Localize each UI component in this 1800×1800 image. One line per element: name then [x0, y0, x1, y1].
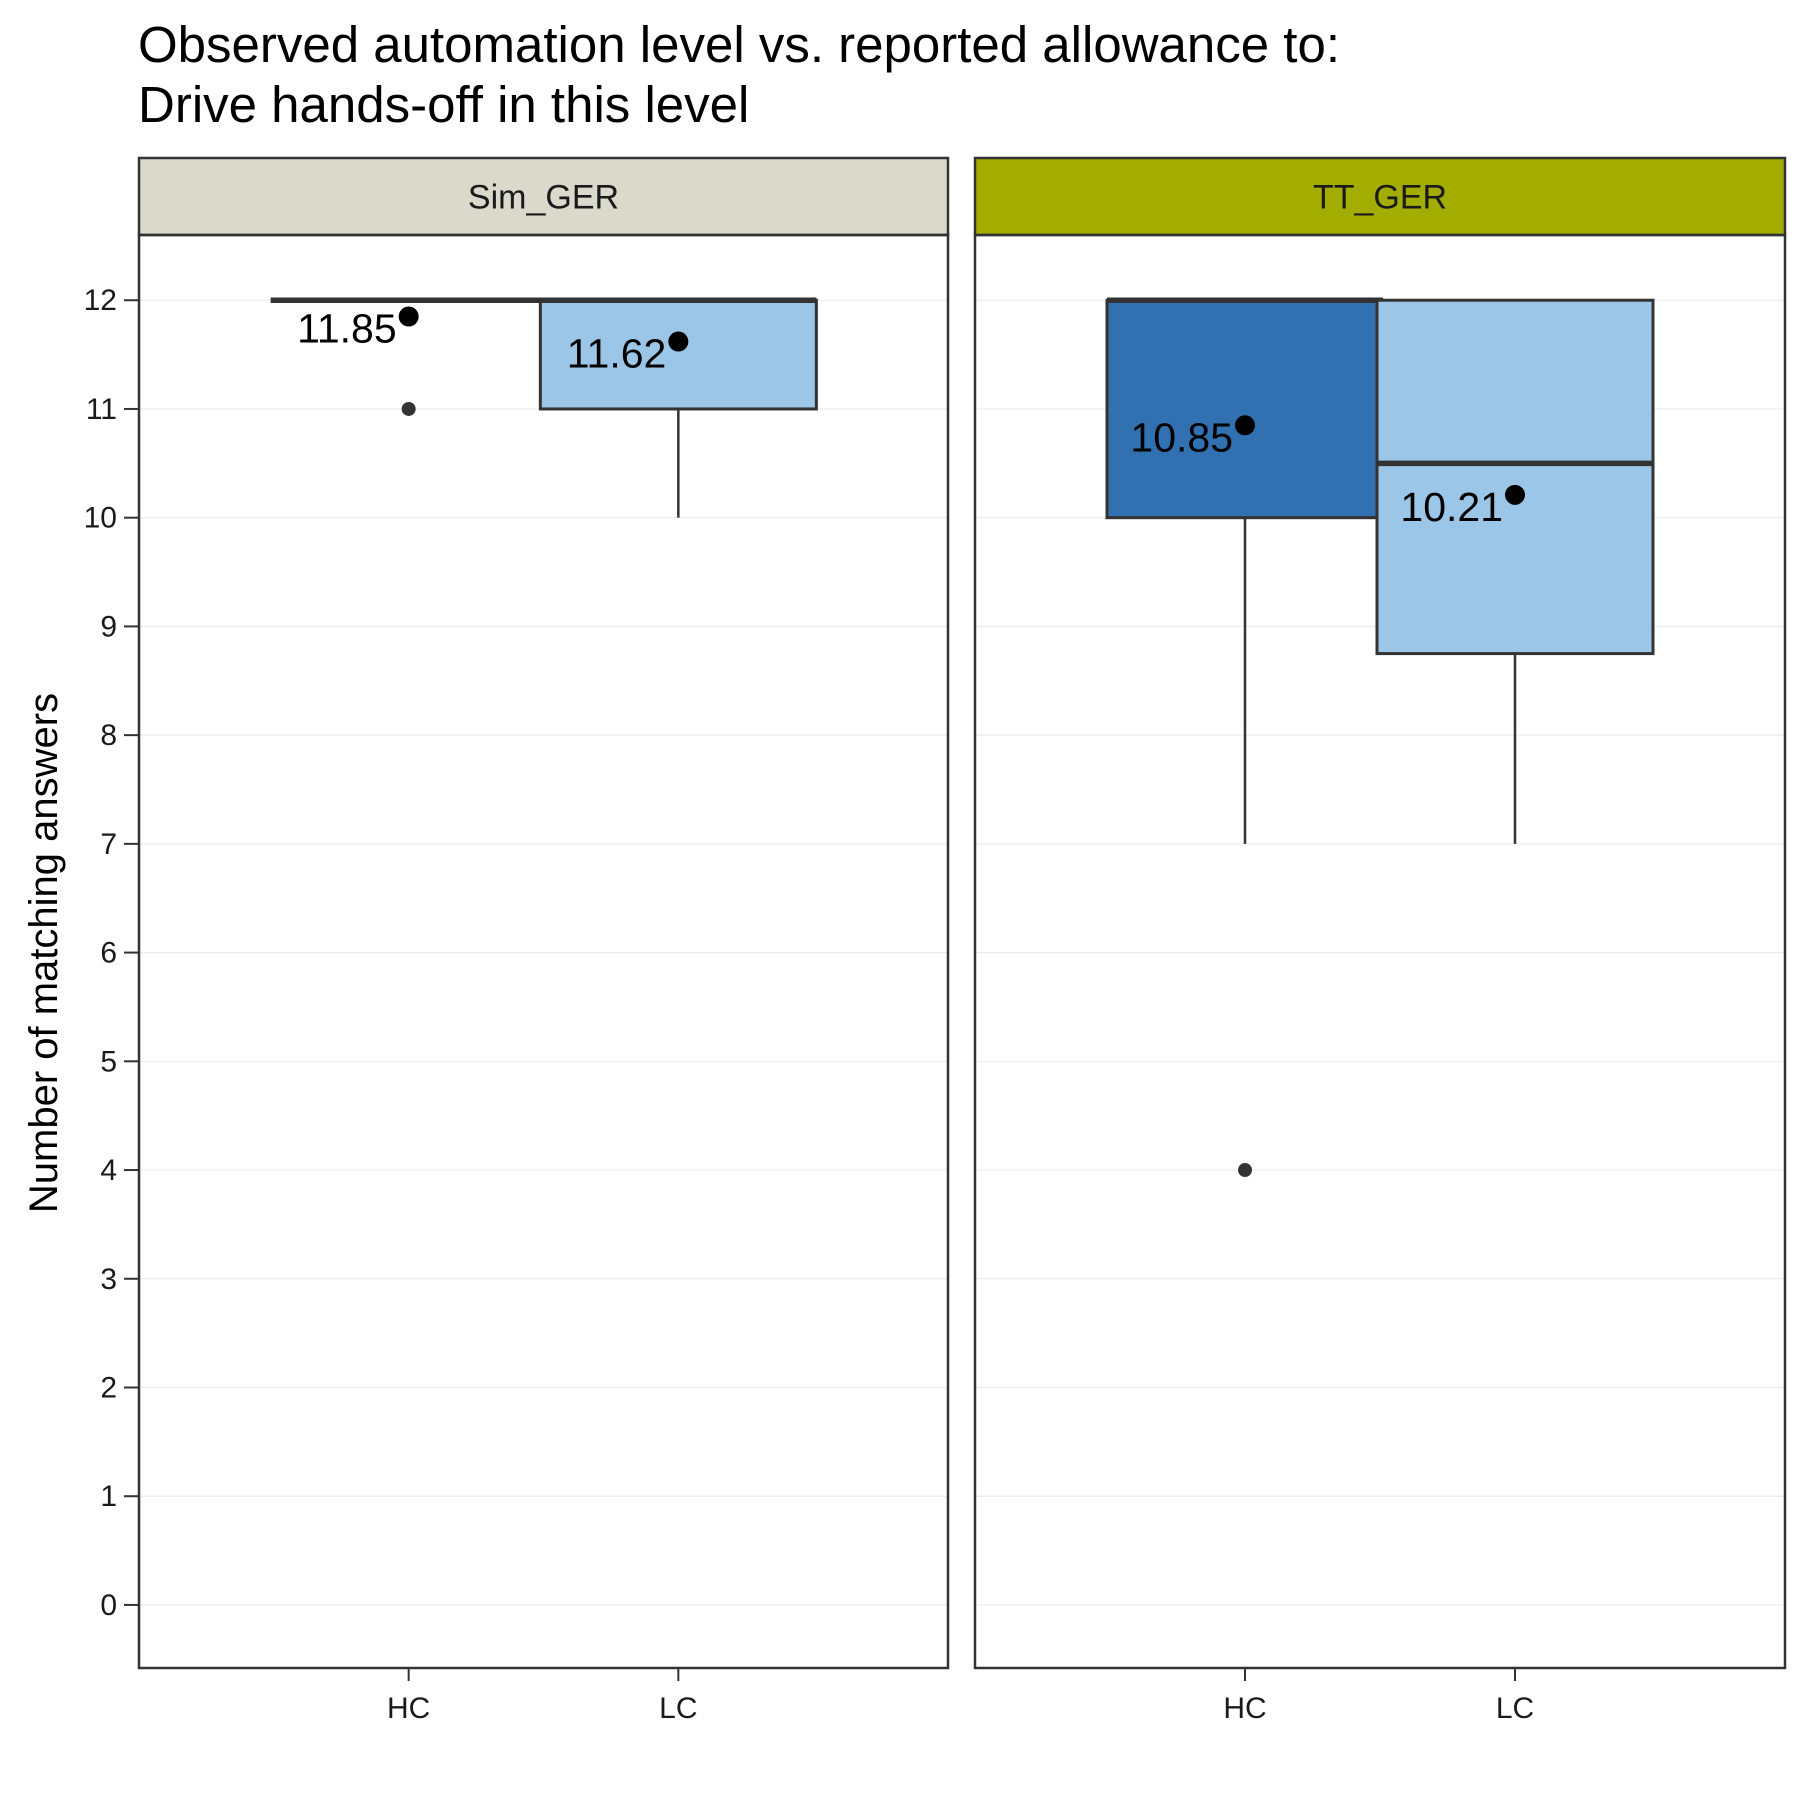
panel-border	[137, 233, 950, 1670]
outlier-point	[401, 401, 416, 416]
y-tick-label: 12	[84, 284, 117, 317]
box-body	[1105, 298, 1385, 520]
mean-label: 11.62	[567, 331, 667, 377]
panel-border	[973, 233, 1787, 1670]
mean-point	[1505, 484, 1525, 505]
y-tick-label: 4	[100, 1154, 117, 1187]
facet-strip	[973, 156, 1787, 237]
y-tick-label: 9	[100, 610, 117, 643]
mean-point	[398, 306, 419, 327]
facet-panel-tt-ger: TT_GER 10.85 10.21 HC LC	[973, 156, 1787, 1725]
mean-label: 10.85	[1130, 414, 1233, 460]
box-lc: 11.62	[538, 297, 818, 518]
y-tick-label: 7	[100, 828, 117, 861]
facet-strip-label: TT_GER	[1313, 179, 1447, 217]
box-hc: 10.85	[1105, 297, 1385, 1178]
box-hc: 11.85	[270, 297, 547, 416]
box-body	[1375, 298, 1655, 656]
facet-panel-sim-ger: Sim_GER 11.85 11.62 HC LC	[137, 156, 950, 1725]
mean-point	[668, 331, 689, 352]
y-tick-label: 8	[100, 719, 117, 752]
facet-strip-label: Sim_GER	[468, 179, 619, 217]
x-tick-label: HC	[387, 1692, 430, 1725]
y-tick-label: 10	[84, 502, 117, 535]
mean-label: 10.21	[1400, 484, 1503, 530]
box-lc: 10.21	[1375, 298, 1655, 844]
y-tick-label: 11	[86, 393, 117, 426]
y-tick-label: 3	[100, 1263, 117, 1296]
x-tick-label: LC	[1496, 1692, 1534, 1725]
mean-point	[1235, 415, 1255, 436]
y-tick-label: 5	[100, 1045, 117, 1078]
x-tick-label: HC	[1223, 1692, 1266, 1725]
y-tick-label: 6	[100, 937, 117, 970]
mean-label: 11.85	[297, 306, 397, 352]
outlier-point	[1238, 1163, 1252, 1178]
y-axis-label: Number of matching answers	[22, 693, 66, 1213]
chart-title-line-1: Observed automation level vs. reported a…	[138, 16, 1340, 73]
y-tick-label: 1	[100, 1480, 117, 1513]
facet-strip	[137, 156, 950, 237]
box-body	[538, 298, 818, 411]
chart-title-line-2: Drive hands-off in this level	[138, 76, 749, 133]
y-tick-label: 2	[100, 1371, 117, 1404]
x-tick-label: LC	[659, 1692, 697, 1725]
y-tick-label: 0	[100, 1589, 117, 1622]
